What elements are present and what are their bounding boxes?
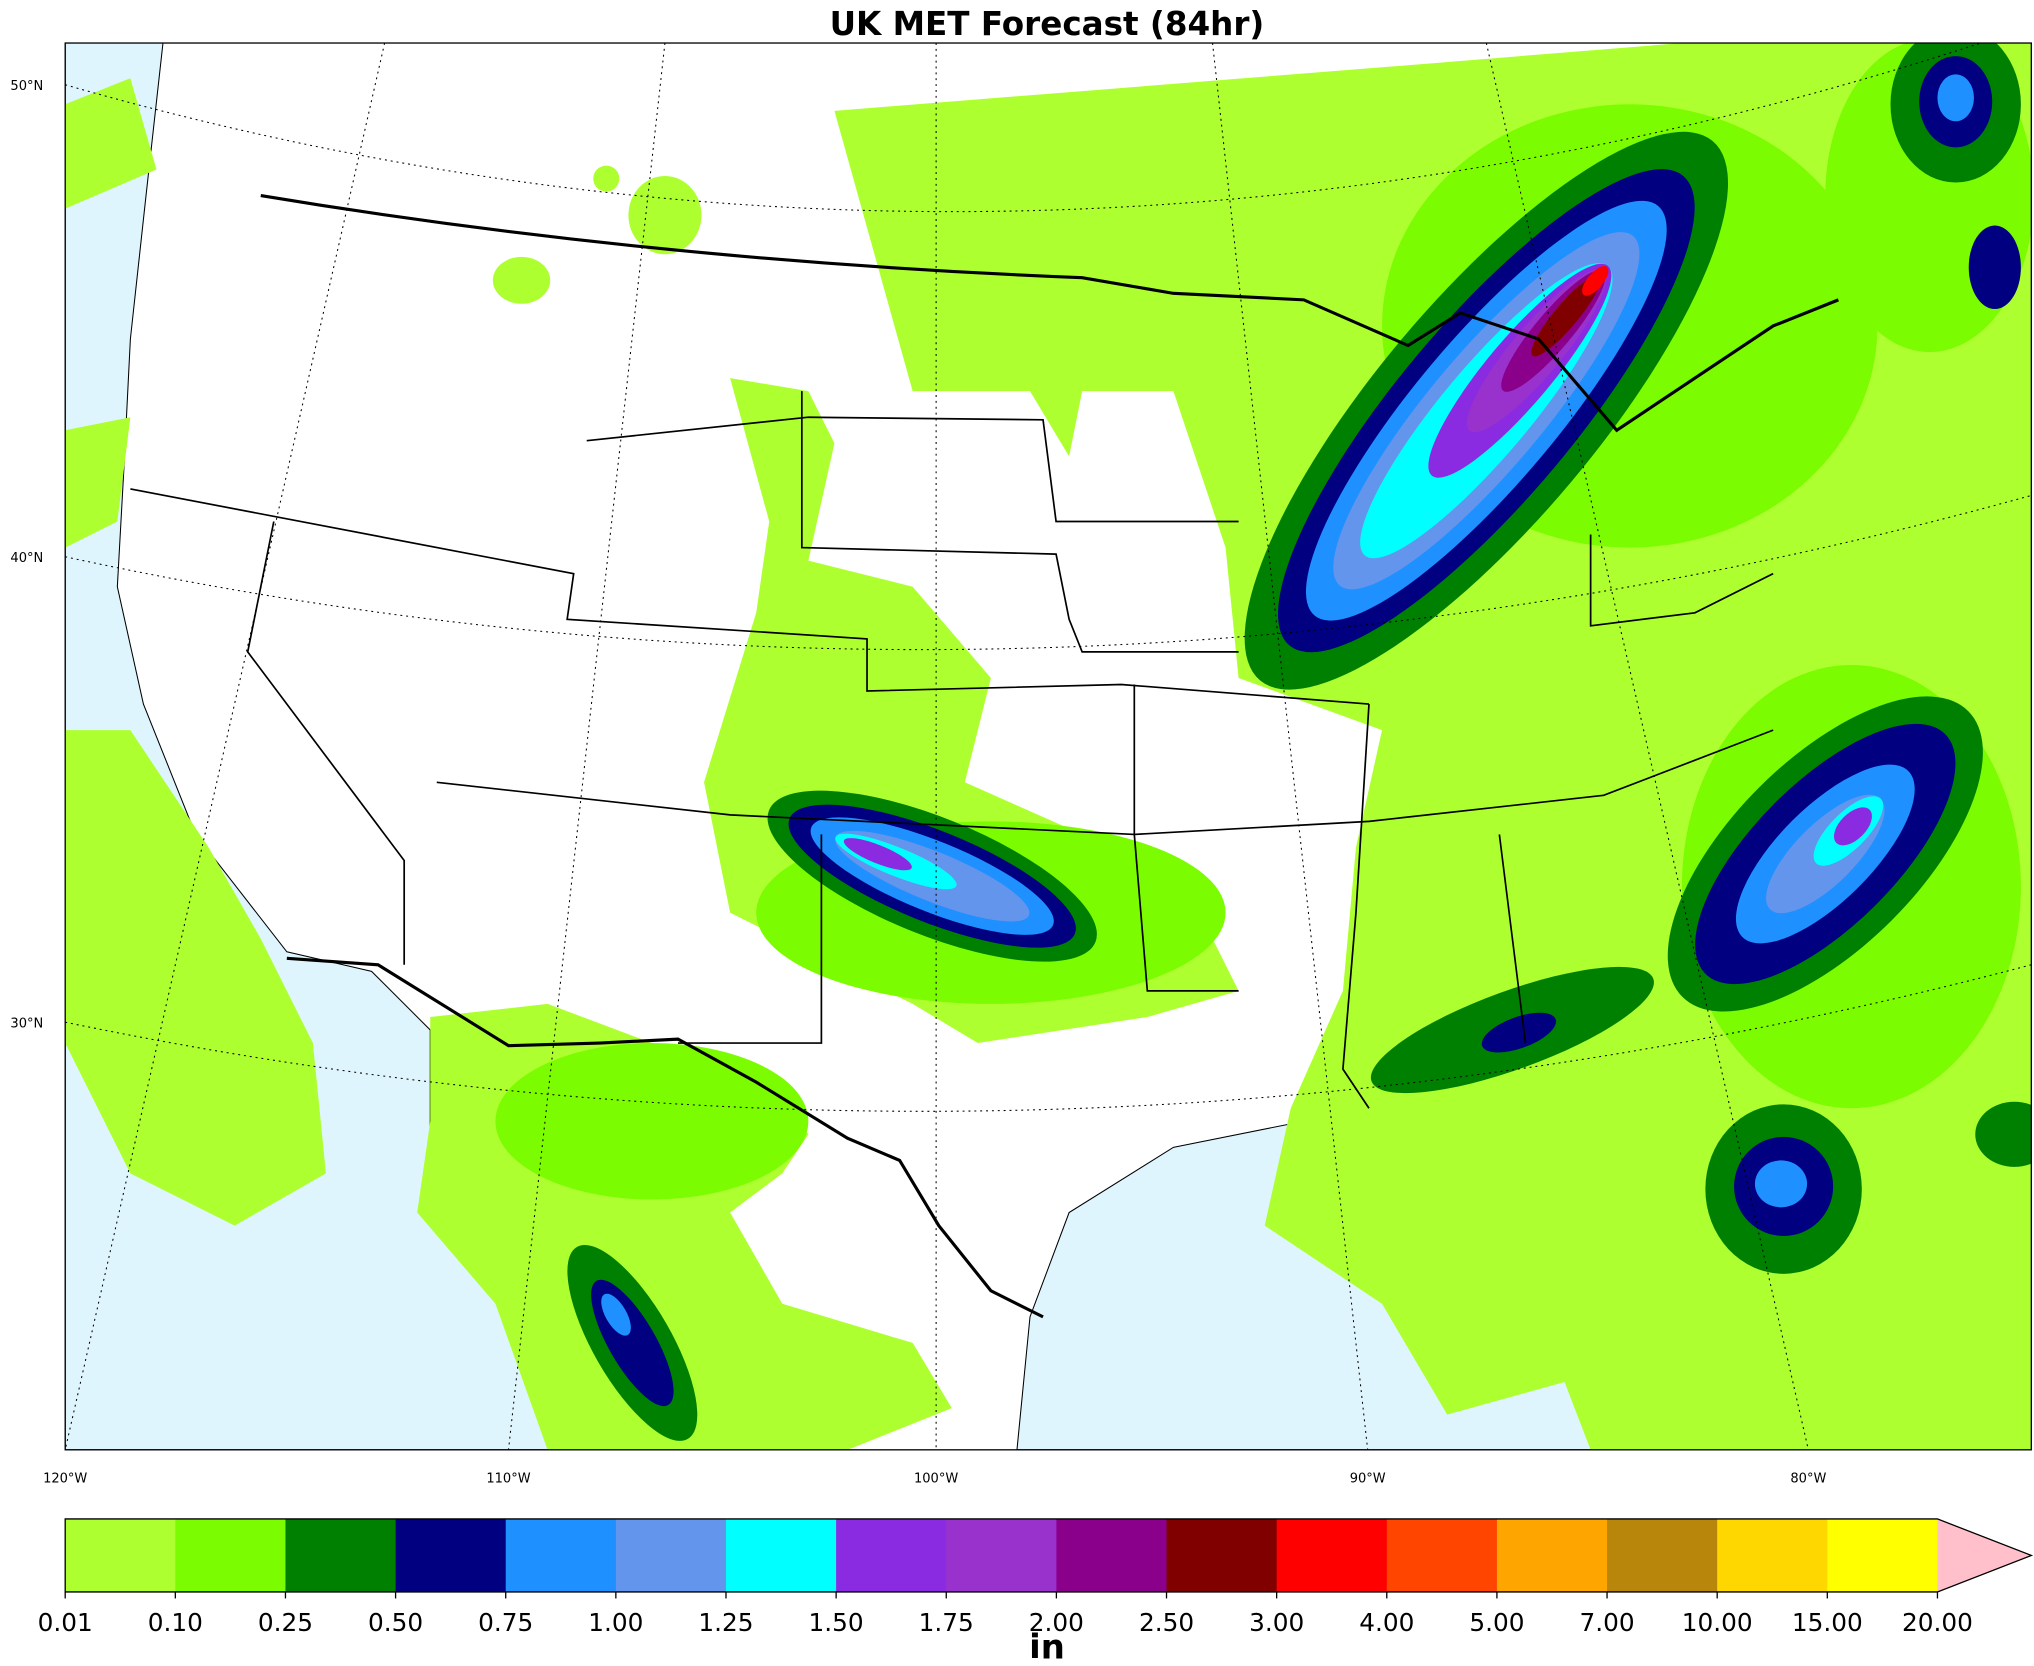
colorbar-tick-label: 1.75 <box>919 1608 974 1637</box>
colorbar-box <box>1496 1518 1608 1592</box>
colorbar-box <box>285 1518 397 1592</box>
lon-label: 100°W <box>914 1471 958 1486</box>
colorbar-tick-label: 7.00 <box>1579 1608 1634 1637</box>
colorbar-box <box>395 1518 507 1592</box>
precipitation <box>65 43 2032 1450</box>
lat-labels: 50°N 40°N 30°N <box>10 79 43 1031</box>
colorbar-tick-label: 1.25 <box>698 1608 753 1637</box>
colorbar-box <box>615 1518 727 1592</box>
title: UK MET Forecast (84hr) <box>830 5 1265 43</box>
colorbar-tick-label: 20.00 <box>1902 1608 1973 1637</box>
colorbar-tick-label: 0.75 <box>478 1608 533 1637</box>
colorbar-tick-label: 4.00 <box>1359 1608 1414 1637</box>
lon-label: 80°W <box>1790 1471 1826 1486</box>
colorbar-tick-label: 0.50 <box>368 1608 423 1637</box>
colorbar-box <box>175 1518 287 1592</box>
colorbar-tick-label: 1.00 <box>588 1608 643 1637</box>
borders <box>130 194 1839 1319</box>
lon-label: 110°W <box>486 1471 530 1486</box>
lat-label: 30°N <box>10 1016 43 1031</box>
colorbar-box <box>836 1518 947 1592</box>
colorbar-label: in <box>1029 1627 1065 1666</box>
lat-label: 50°N <box>10 79 43 94</box>
graticule <box>65 43 2032 1450</box>
colorbar-box <box>1717 1518 1828 1592</box>
colorbar-tick-label: 0.10 <box>148 1608 203 1637</box>
lat-label: 40°N <box>10 551 43 566</box>
colorbar: 0.01 0.10 0.25 0.50 0.75 1.00 1.25 1.50 1.75 2.00… <box>38 1518 2034 1637</box>
colorbar-tick-label: 5.00 <box>1469 1608 1524 1637</box>
colorbar-tick-label: 15.00 <box>1792 1608 1863 1637</box>
colorbar-tick-label: 3.00 <box>1249 1608 1304 1637</box>
colorbar-box <box>1386 1518 1498 1592</box>
lon-labels: 120°W 110°W 100°W 90°W 80°W <box>43 1471 1826 1486</box>
colorbar-tick-label: 2.50 <box>1139 1608 1194 1637</box>
map-frame <box>64 42 2032 1451</box>
figure: UK MET Forecast (84hr) <box>10 5 2034 1666</box>
colorbar-tick-label: 2.00 <box>1029 1608 1084 1637</box>
colorbar-box <box>65 1518 176 1592</box>
colorbar-outline <box>64 1518 2034 1593</box>
colorbar-extend <box>1937 1518 2032 1592</box>
colorbar-tick-label: 0.01 <box>38 1608 93 1637</box>
colorbar-box <box>505 1518 617 1592</box>
colorbar-box <box>1166 1518 1278 1592</box>
lon-label: 120°W <box>43 1471 87 1486</box>
colorbar-tick-label: 0.25 <box>258 1608 313 1637</box>
lon-label: 90°W <box>1350 1471 1386 1486</box>
colorbar-box <box>725 1518 837 1592</box>
colorbar-tick-label: 10.00 <box>1682 1608 1753 1637</box>
colorbar-box <box>1276 1518 1388 1592</box>
colorbar-box <box>1607 1518 1718 1592</box>
colorbar-tick-label: 1.50 <box>809 1608 864 1637</box>
colorbar-box <box>946 1518 1058 1592</box>
colorbar-box <box>1827 1518 1939 1592</box>
map: 50°N 40°N 30°N 120°W 110°W 100°W 90°W 80°W <box>10 42 2032 1486</box>
colorbar-box <box>1056 1518 1168 1592</box>
